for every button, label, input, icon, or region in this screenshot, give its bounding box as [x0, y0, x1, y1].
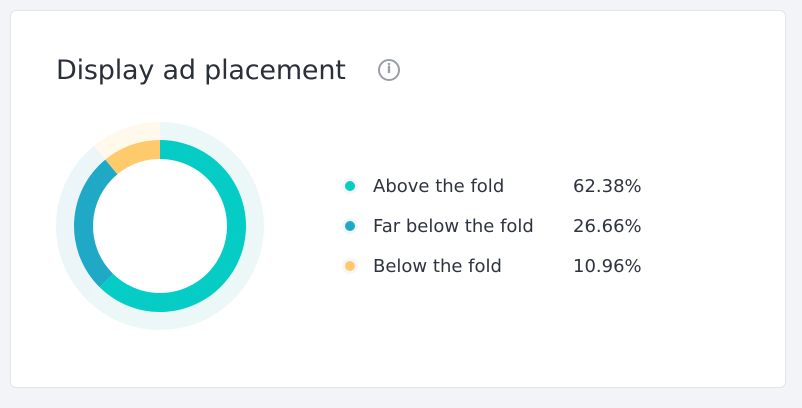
donut-track-2[interactable] — [93, 122, 160, 161]
legend-label: Below the fold — [373, 255, 502, 277]
legend: Above the fold 62.38% Far below the fold 26… — [345, 166, 653, 286]
legend-value: 10.96% — [573, 255, 642, 277]
legend-item[interactable]: Above the fold 62.38% — [345, 166, 653, 206]
donut-track-0[interactable] — [87, 122, 264, 330]
card-title: Display ad placement — [56, 55, 346, 86]
legend-dot — [345, 181, 355, 191]
legend-value: 62.38% — [573, 175, 642, 197]
info-circle-icon[interactable]: i — [378, 59, 400, 81]
donut-slice-far-below-the-fold[interactable] — [74, 159, 118, 288]
legend-value: 26.66% — [573, 215, 642, 237]
donut-slice-above-the-fold[interactable] — [99, 140, 247, 312]
legend-label: Far below the fold — [373, 215, 534, 237]
legend-dot — [345, 261, 355, 271]
legend-label: Above the fold — [373, 175, 505, 197]
donut-chart — [56, 122, 264, 330]
donut-slice-below-the-fold[interactable] — [105, 140, 160, 175]
legend-item[interactable]: Far below the fold 26.66% — [345, 206, 653, 246]
legend-dot — [345, 221, 355, 231]
donut-track-1[interactable] — [56, 145, 106, 301]
legend-item[interactable]: Below the fold 10.96% — [345, 246, 653, 286]
